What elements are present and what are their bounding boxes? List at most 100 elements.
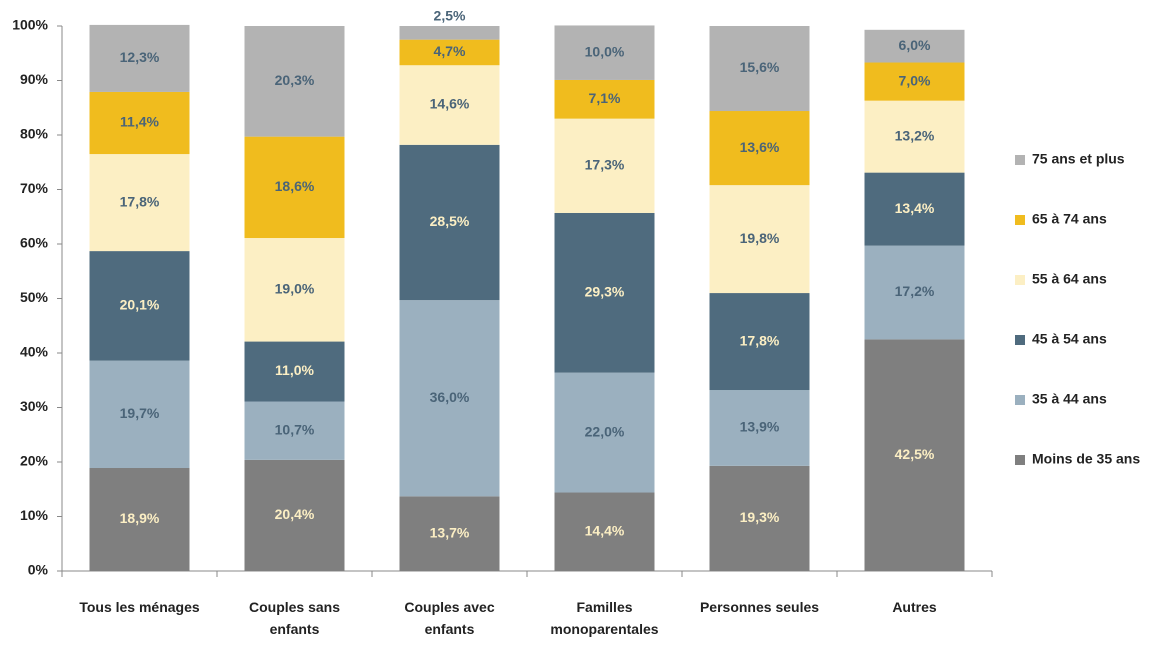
value-label: 19,8% — [740, 230, 780, 246]
bar-segment — [89, 467, 190, 571]
bar-segment — [399, 65, 500, 145]
bar-segment — [554, 118, 655, 213]
bar-segment — [554, 372, 655, 493]
bar-segment — [399, 144, 500, 301]
value-label: 29,3% — [585, 283, 625, 299]
bar-segment — [554, 25, 655, 80]
bar-segment — [244, 341, 345, 402]
value-label: 28,5% — [430, 213, 470, 229]
legend-swatch — [1015, 275, 1025, 285]
legend-label: 75 ans et plus — [1032, 151, 1125, 167]
bar-segment — [864, 29, 965, 63]
value-label: 7,1% — [589, 90, 621, 106]
value-label: 19,7% — [120, 405, 160, 421]
value-label: 15,6% — [740, 59, 780, 75]
bar-segment — [244, 26, 345, 137]
legend-swatch — [1015, 395, 1025, 405]
bar-segment — [244, 238, 345, 342]
bar-segment — [554, 79, 655, 119]
bar-segment — [244, 459, 345, 571]
bar-segment — [89, 251, 190, 361]
legend-label: 45 à 54 ans — [1032, 331, 1107, 347]
value-label: 20,3% — [275, 72, 315, 88]
y-tick-label: 10% — [20, 507, 49, 523]
y-tick-label: 70% — [20, 180, 49, 196]
value-label: 14,6% — [430, 96, 470, 112]
value-label: 11,4% — [120, 114, 159, 130]
value-label: 13,6% — [740, 139, 780, 155]
bar-segment — [864, 172, 965, 246]
bar-segment — [709, 465, 810, 571]
value-label: 2,5% — [434, 8, 466, 24]
value-label: 17,2% — [895, 283, 935, 299]
x-tick-label: Autres — [892, 599, 937, 615]
x-tick-label: Personnes seules — [699, 599, 820, 615]
bar-segment — [709, 185, 810, 294]
value-label: 17,8% — [740, 332, 780, 348]
value-label: 22,0% — [585, 423, 625, 439]
bar-segment — [554, 212, 655, 373]
value-label: 11,0% — [275, 362, 314, 378]
bar-segment — [709, 390, 810, 466]
value-label: 20,1% — [120, 297, 160, 313]
y-tick-label: 50% — [20, 289, 49, 305]
x-tick-label: Familles monoparentales — [550, 599, 659, 637]
legend-swatch — [1015, 155, 1025, 165]
bar-segment — [399, 496, 500, 571]
bar-segment — [244, 136, 345, 239]
y-tick-label: 60% — [20, 235, 49, 251]
y-tick-label: 20% — [20, 453, 49, 469]
bar-segment — [89, 360, 190, 468]
legend-swatch — [1015, 215, 1025, 225]
x-tick-label: Couples sans enfants — [248, 599, 341, 637]
value-label: 10,0% — [585, 43, 625, 59]
bar-segment — [709, 26, 810, 112]
value-label: 18,6% — [275, 178, 315, 194]
legend-label: 35 à 44 ans — [1032, 391, 1107, 407]
value-label: 12,3% — [120, 49, 160, 65]
bar-segment — [89, 91, 190, 155]
legend-swatch — [1015, 455, 1025, 465]
value-label: 17,8% — [120, 193, 160, 209]
value-label: 13,2% — [895, 127, 935, 143]
bar-segment — [89, 154, 190, 252]
value-label: 17,3% — [585, 156, 625, 172]
legend-label: 55 à 64 ans — [1032, 271, 1107, 287]
value-label: 13,4% — [895, 200, 935, 216]
bar-segment — [89, 24, 190, 92]
value-label: 13,9% — [740, 419, 780, 435]
bar-segment — [864, 62, 965, 101]
legend-label: Moins de 35 ans — [1032, 451, 1140, 467]
value-label: 6,0% — [899, 37, 931, 53]
bar-segment — [864, 245, 965, 340]
bar-segment — [554, 492, 655, 571]
y-tick-label: 100% — [12, 17, 48, 33]
value-label: 10,7% — [275, 421, 315, 437]
legend-swatch — [1015, 335, 1025, 345]
value-label: 20,4% — [275, 506, 315, 522]
legend-label: 65 à 74 ans — [1032, 211, 1107, 227]
bar-segment — [399, 26, 500, 40]
bar-segment — [399, 300, 500, 497]
value-label: 42,5% — [895, 446, 935, 462]
bar-segment — [864, 100, 965, 173]
x-tick-label: Couples avec enfants — [404, 599, 495, 637]
bar-segment — [244, 401, 345, 460]
y-tick-label: 40% — [20, 344, 49, 360]
value-label: 13,7% — [430, 524, 470, 540]
x-tick-label: Tous les ménages — [79, 599, 200, 615]
bar-segment — [399, 39, 500, 66]
value-label: 4,7% — [434, 43, 466, 59]
bar-segment — [864, 339, 965, 571]
value-label: 7,0% — [899, 72, 931, 88]
value-label: 36,0% — [430, 389, 470, 405]
y-tick-label: 90% — [20, 71, 49, 87]
value-label: 19,0% — [275, 280, 315, 296]
bar-segment — [709, 111, 810, 186]
value-label: 19,3% — [740, 509, 780, 525]
y-tick-label: 80% — [20, 126, 49, 142]
value-label: 18,9% — [120, 510, 160, 526]
value-label: 14,4% — [585, 522, 625, 538]
